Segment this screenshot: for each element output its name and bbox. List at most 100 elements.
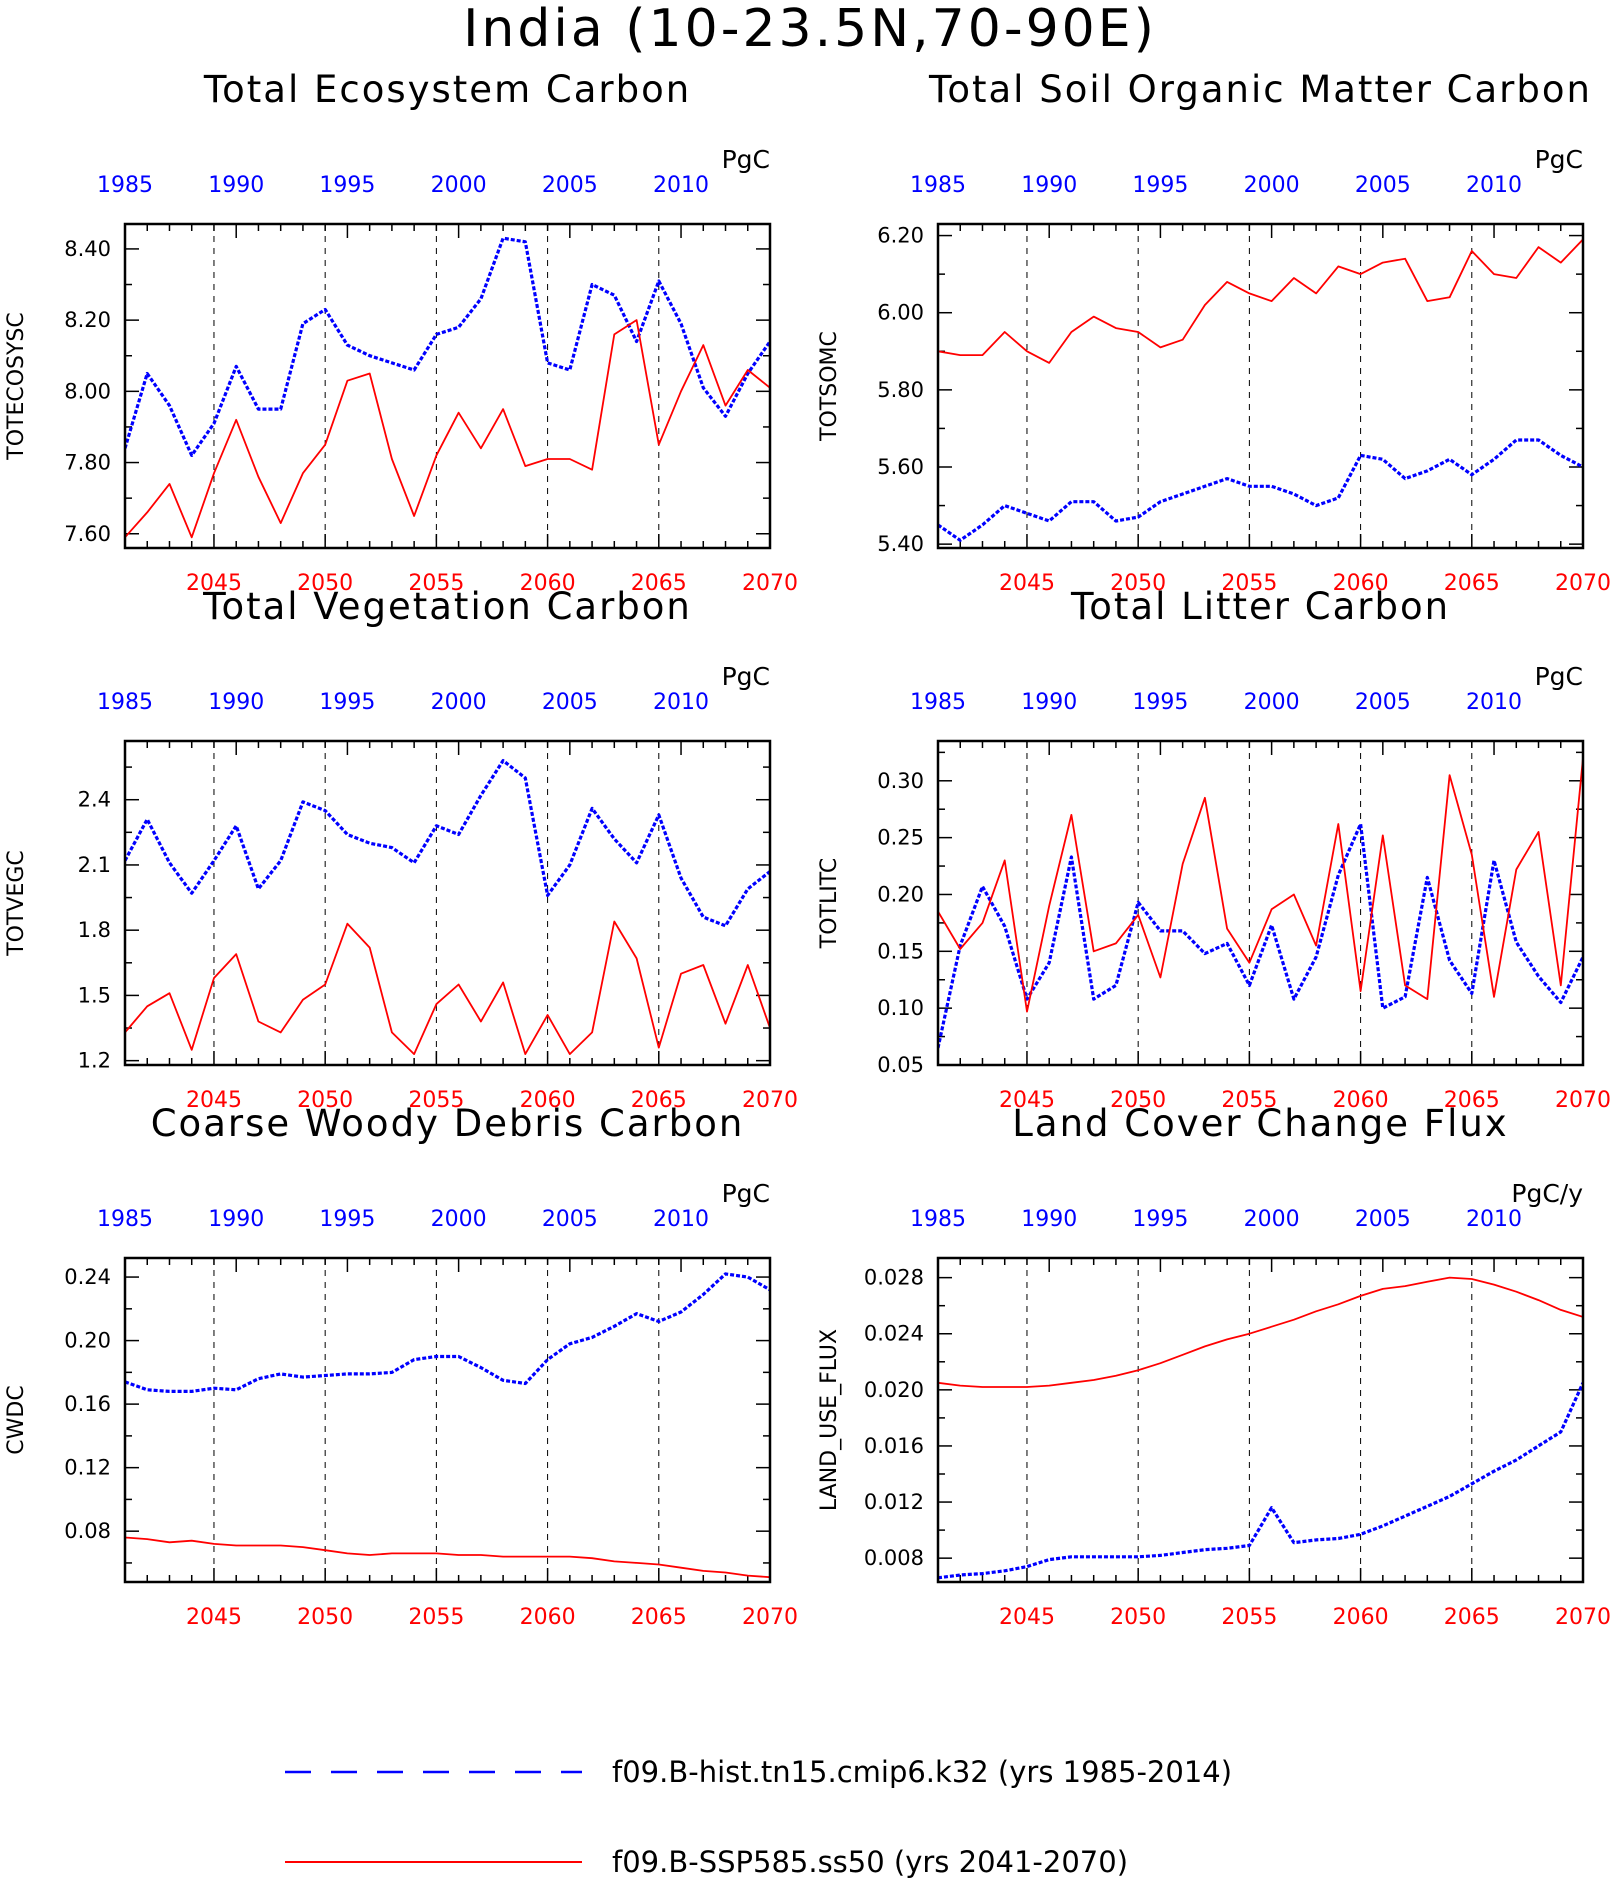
y-tick-label: 1.5 (78, 983, 111, 1007)
x-tick-label-bottom: 2050 (297, 1605, 353, 1630)
series-ssp585-line (125, 319, 770, 539)
plot-frame (123, 739, 772, 1067)
x-tick-label-top: 2010 (1466, 1207, 1522, 1232)
x-tick-label-top: 1995 (1132, 173, 1188, 198)
x-tick-label-bottom: 2045 (999, 571, 1055, 596)
x-tick-label-bottom: 2055 (408, 571, 464, 596)
x-tick-label-bottom: 2055 (1221, 1605, 1277, 1630)
y-tick-label: 1.8 (78, 918, 111, 942)
panel-3: Total Vegetation Carbon PgC TOTVEGC 2045 205… (4, 585, 798, 1113)
panel-title: Land Cover Change Flux (1012, 1102, 1508, 1145)
series-historical-line (125, 758, 770, 928)
x-tick-label-bottom: 2070 (742, 1088, 798, 1113)
x-tick-label-bottom: 2065 (631, 1088, 687, 1113)
x-tick-label-top: 1985 (910, 173, 966, 198)
x-tick-label-top: 1995 (1132, 690, 1188, 715)
y-axis-label: LAND_USE_FLUX (817, 1329, 842, 1511)
y-tick-label: 0.05 (877, 1053, 924, 1077)
unit-label: PgC (722, 662, 770, 691)
x-tick-label-top: 1990 (1021, 1207, 1077, 1232)
x-tick-label-top: 2005 (542, 173, 598, 198)
y-tick-label: 0.15 (877, 939, 924, 963)
x-tick-label-bottom: 2055 (408, 1605, 464, 1630)
plot-frame (936, 739, 1585, 1067)
y-axis-label: CWDC (4, 1385, 29, 1454)
y-tick-label: 5.40 (877, 532, 924, 556)
y-tick-label: 7.80 (64, 451, 111, 475)
y-tick-label: 6.00 (877, 301, 924, 325)
x-tick-label-top: 1990 (208, 173, 264, 198)
x-tick-label-top: 1995 (1132, 1207, 1188, 1232)
x-tick-label-top: 1995 (319, 690, 375, 715)
x-tick-label-bottom: 2050 (1110, 1088, 1166, 1113)
x-tick-label-top: 1990 (208, 690, 264, 715)
x-tick-label-top: 1985 (97, 173, 153, 198)
y-axis-label: TOTSOMC (817, 331, 842, 442)
panel-4: Total Litter Carbon PgC TOTLITC 2045 2050 205… (817, 585, 1611, 1113)
x-tick-label-top: 2000 (1244, 1207, 1300, 1232)
x-tick-label-bottom: 2045 (999, 1088, 1055, 1113)
y-tick-label: 2.1 (78, 853, 111, 877)
y-tick-label: 0.012 (864, 1490, 924, 1514)
series-ssp585-line (125, 920, 770, 1055)
series-ssp585-line (938, 1276, 1583, 1388)
x-tick-label-bottom: 2060 (1333, 1605, 1389, 1630)
series-ssp585-line (938, 758, 1583, 1013)
plot-frame (936, 222, 1585, 550)
y-tick-label: 0.12 (64, 1456, 111, 1480)
y-tick-label: 0.24 (64, 1265, 111, 1289)
y-tick-label: 6.20 (877, 224, 924, 248)
x-tick-label-top: 2000 (431, 1207, 487, 1232)
x-tick-label-top: 1985 (910, 1207, 966, 1232)
y-axis-label: TOTLITC (817, 858, 842, 949)
x-tick-label-bottom: 2070 (1555, 1605, 1611, 1630)
unit-label: PgC (1535, 145, 1583, 174)
x-tick-label-bottom: 2060 (1333, 571, 1389, 596)
plot-frame (123, 222, 772, 550)
x-tick-label-bottom: 2055 (1221, 1088, 1277, 1113)
x-tick-label-bottom: 2065 (631, 571, 687, 596)
x-tick-label-bottom: 2060 (520, 1605, 576, 1630)
panels: Total Ecosystem Carbon PgC TOTECOSYSC 2045 2… (4, 68, 1611, 1630)
series-ssp585-line (125, 1536, 770, 1579)
x-tick-label-bottom: 2070 (742, 1605, 798, 1630)
y-tick-label: 0.10 (877, 996, 924, 1020)
x-tick-label-top: 1995 (319, 1207, 375, 1232)
x-tick-label-top: 2010 (653, 1207, 709, 1232)
x-tick-label-top: 2005 (542, 690, 598, 715)
y-tick-label: 8.20 (64, 308, 111, 332)
x-tick-label-top: 1985 (97, 690, 153, 715)
x-tick-label-top: 2005 (1355, 173, 1411, 198)
panel-title: Total Soil Organic Matter Carbon (928, 68, 1592, 111)
x-tick-label-bottom: 2070 (1555, 571, 1611, 596)
series-historical-line (125, 1272, 770, 1394)
x-tick-label-bottom: 2050 (1110, 1605, 1166, 1630)
y-tick-label: 0.028 (864, 1266, 924, 1290)
x-tick-label-top: 1995 (319, 173, 375, 198)
unit-label: PgC/y (1511, 1179, 1583, 1208)
x-tick-label-bottom: 2045 (186, 571, 242, 596)
x-tick-label-top: 2000 (431, 173, 487, 198)
x-tick-label-top: 2005 (1355, 1207, 1411, 1232)
x-tick-label-bottom: 2060 (1333, 1088, 1389, 1113)
x-tick-label-top: 2010 (653, 690, 709, 715)
x-tick-label-top: 2000 (1244, 173, 1300, 198)
y-tick-label: 5.80 (877, 378, 924, 402)
x-tick-label-bottom: 2045 (999, 1605, 1055, 1630)
x-tick-label-top: 2010 (1466, 690, 1522, 715)
series-historical-line (938, 822, 1583, 1049)
x-tick-label-bottom: 2050 (1110, 571, 1166, 596)
y-tick-label: 0.20 (64, 1329, 111, 1353)
legend-label-historical: f09.B-hist.tn15.cmip6.k32 (yrs 1985-2014… (612, 1755, 1232, 1789)
x-tick-label-bottom: 2065 (631, 1605, 687, 1630)
y-tick-label: 0.20 (877, 882, 924, 906)
x-tick-label-bottom: 2060 (520, 571, 576, 596)
x-tick-label-bottom: 2055 (1221, 571, 1277, 596)
y-tick-label: 0.16 (64, 1392, 111, 1416)
series-historical-line (938, 1382, 1583, 1580)
x-tick-label-top: 1990 (1021, 690, 1077, 715)
panel-title: Coarse Woody Debris Carbon (151, 1102, 745, 1145)
panel-6: Land Cover Change Flux PgC/y LAND_USE_FLUX… (817, 1102, 1611, 1630)
x-tick-label-top: 1985 (97, 1207, 153, 1232)
